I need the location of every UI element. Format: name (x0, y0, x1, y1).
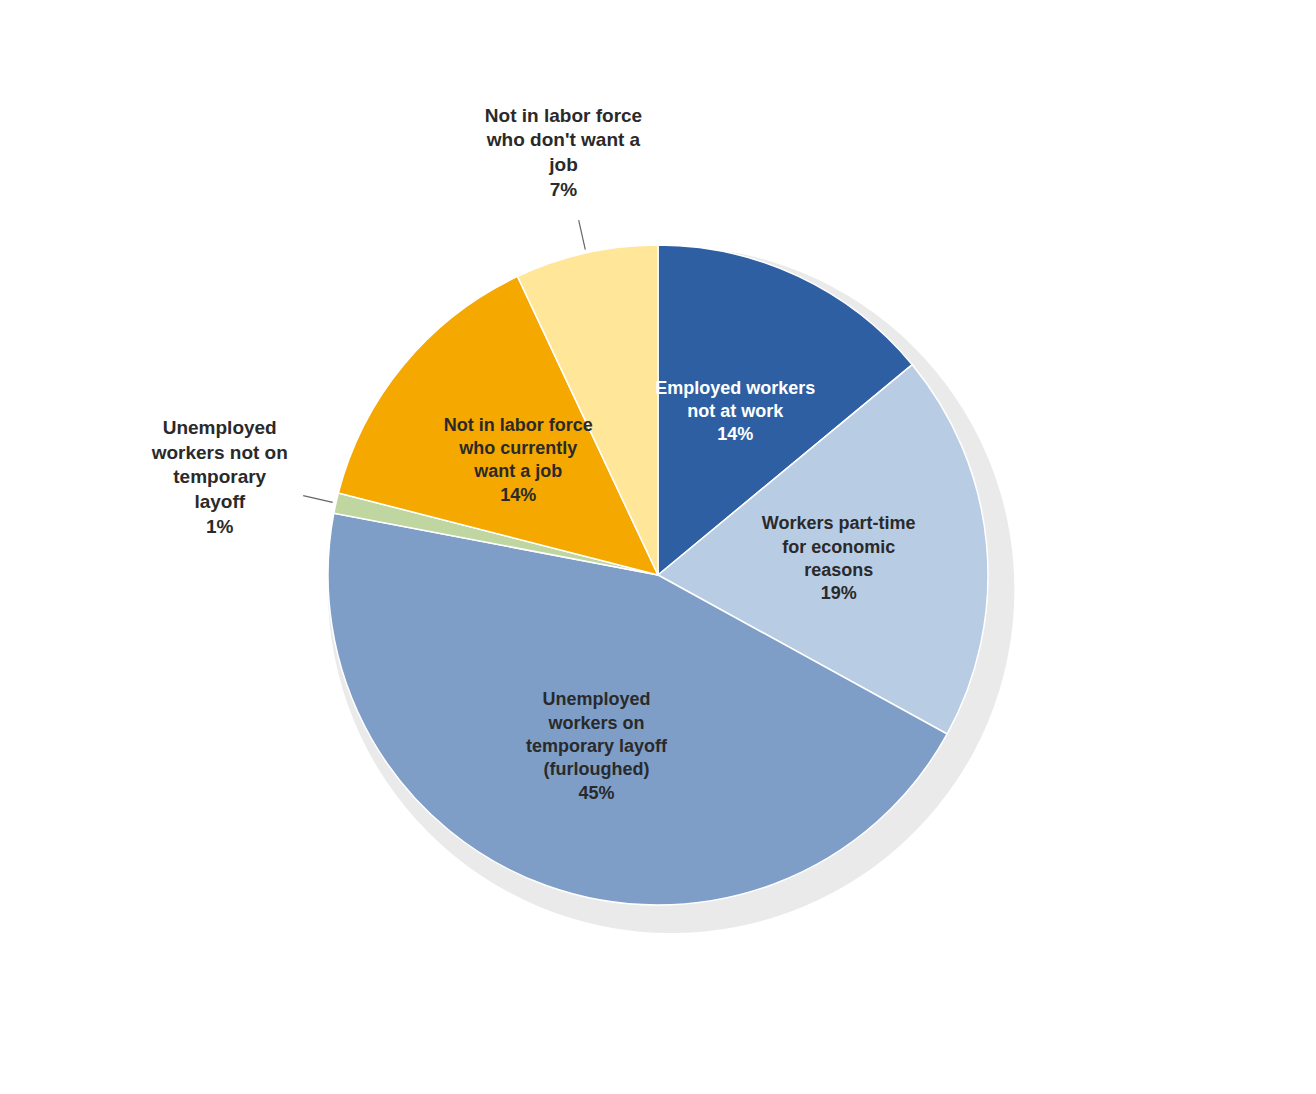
label-line: reasons (804, 560, 873, 580)
label-line: job (548, 154, 578, 175)
pie-root: Employed workers not at work 14% Workers pa… (151, 105, 1015, 933)
category-label: Workers part-time for economic reasons (762, 513, 916, 580)
labels: Employed workers not at work 14% Workers pa… (151, 105, 916, 803)
category-label: Unemployed workers on temporary layoff (fur… (526, 689, 668, 779)
label-line: Employed workers (655, 378, 815, 398)
chart-container: Employed workers not at work 14% Workers pa… (0, 0, 1316, 1094)
category-label: Employed workers not at work (655, 378, 815, 421)
label-line: who don't want a (486, 129, 641, 150)
label-line: workers not on (151, 442, 288, 463)
label-line: for economic (782, 537, 895, 557)
pie-slice (328, 513, 947, 905)
label-line: (furloughed) (544, 759, 650, 779)
chart-svg: Employed workers not at work 14% Workers pa… (0, 0, 1316, 1094)
slice-label: Not in labor force who don't want a job 7% (485, 105, 642, 200)
slices (328, 245, 988, 905)
value-label: 1% (206, 516, 234, 537)
label-line: workers on (548, 713, 645, 733)
slice-label: Unemployed workers on temporary layoff (fur… (526, 689, 668, 803)
pie-slice (517, 245, 658, 575)
leader-line (579, 220, 586, 250)
label-line: layoff (194, 491, 245, 512)
value-label: 14% (500, 485, 536, 505)
leader-lines (303, 220, 585, 502)
label-line: temporary layoff (526, 736, 668, 756)
category-label: Not in labor force who currently want a jo… (444, 415, 593, 482)
label-line: temporary (173, 466, 266, 487)
leader-line (303, 496, 333, 503)
label-line: Unemployed (163, 417, 277, 438)
label-line: Not in labor force (444, 415, 593, 435)
slice-label: Workers part-time for economic reasons 19% (762, 513, 916, 603)
label-line: Workers part-time (762, 513, 916, 533)
slice-label: Not in labor force who currently want a jo… (444, 415, 593, 505)
value-label: 14% (717, 424, 753, 444)
category-label: Unemployed workers not on temporary layoff (151, 417, 288, 512)
value-label: 7% (550, 179, 578, 200)
slice-label: Employed workers not at work 14% (655, 378, 815, 445)
label-line: Unemployed (543, 689, 651, 709)
label-line: not at work (687, 401, 784, 421)
slice-label: Unemployed workers not on temporary layoff 1… (151, 417, 288, 537)
category-label: Not in labor force who don't want a job (485, 105, 642, 175)
value-label: 45% (579, 783, 615, 803)
value-label: 19% (821, 583, 857, 603)
label-line: Not in labor force (485, 105, 642, 126)
label-line: who currently (458, 438, 577, 458)
label-line: want a job (473, 461, 562, 481)
